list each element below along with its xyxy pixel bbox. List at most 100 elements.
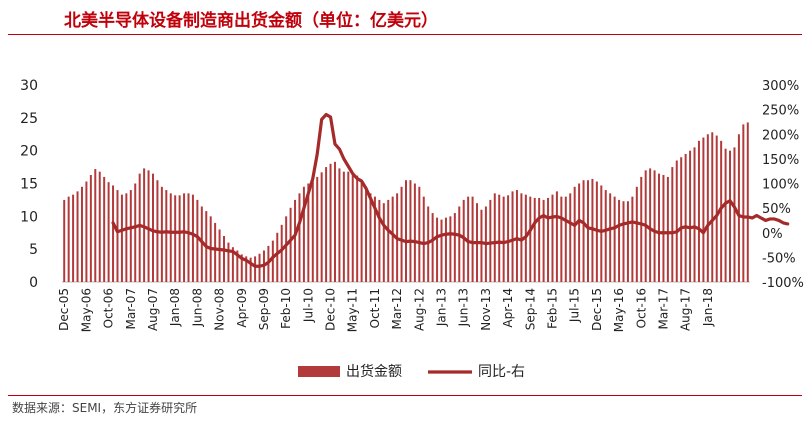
bar-shipment — [333, 161, 336, 282]
bar-shipment — [622, 201, 625, 282]
x-tick-label: Jun-13 — [457, 288, 471, 327]
bar-shipment — [413, 183, 416, 282]
bar-shipment — [489, 199, 492, 282]
bar-shipment — [369, 193, 372, 282]
x-tick-label: Jan-18 — [701, 288, 715, 327]
y-right-tick-label: 50% — [762, 202, 791, 217]
bar-shipment — [715, 135, 718, 282]
bar-shipment — [684, 153, 687, 282]
bar-shipment — [196, 199, 199, 282]
bar-shipment — [542, 199, 545, 282]
bar-shipment — [547, 197, 550, 282]
x-tick-label: Feb-15 — [546, 288, 560, 329]
y-left-tick-label: 10 — [20, 209, 38, 225]
bar-shipment — [351, 173, 354, 282]
bar-shipment — [169, 193, 172, 282]
bar-shipment — [85, 181, 88, 282]
y-right-tick-label: 250% — [762, 104, 799, 119]
x-tick-label: Jan-08 — [168, 288, 182, 327]
y-right-tick-label: 100% — [762, 178, 799, 193]
legend-label-bar: 出货金额 — [346, 363, 402, 380]
bar-shipment — [693, 147, 696, 282]
x-tick-label: Jun-08 — [190, 288, 204, 327]
bar-shipment — [671, 167, 674, 282]
bar-shipment — [294, 199, 297, 282]
bar-shipment — [356, 175, 359, 282]
x-tick-label: Dec-05 — [57, 288, 71, 331]
x-tick-label: Jul-15 — [568, 288, 582, 323]
bar-shipment — [67, 196, 70, 282]
y-left-tick-label: 20 — [20, 144, 38, 160]
bar-shipment — [63, 199, 66, 282]
bar-shipment — [316, 176, 319, 282]
bar-shipment — [427, 206, 430, 282]
bar-shipment — [658, 173, 661, 282]
x-tick-label: Aug-12 — [412, 288, 426, 331]
bar-shipment — [280, 224, 283, 282]
bar-shipment — [387, 199, 390, 282]
legend-layer: 出货金额 同比-右 — [298, 363, 525, 380]
bar-shipment — [689, 150, 692, 282]
bar-shipment — [338, 168, 341, 282]
bar-shipment — [218, 229, 221, 282]
x-tick-label: Apr-14 — [501, 288, 515, 328]
bar-shipment — [276, 232, 279, 282]
x-tick-label: Nov-08 — [213, 288, 227, 331]
bar-shipment — [729, 150, 732, 282]
bar-shipment — [89, 174, 92, 282]
bar-shipment — [600, 185, 603, 282]
bar-shipment — [529, 196, 532, 282]
bar-shipment — [520, 193, 523, 282]
bar-shipment — [285, 216, 288, 282]
bar-shipment — [98, 171, 101, 282]
bar-shipment — [431, 213, 434, 282]
x-tick-label: May-11 — [346, 288, 360, 332]
bar-shipment — [151, 173, 154, 282]
y-left-tick-label: 30 — [20, 78, 38, 94]
bar-shipment — [449, 216, 452, 282]
x-tick-label: Aug-17 — [679, 288, 693, 331]
bar-shipment — [538, 197, 541, 282]
bar-shipment — [129, 190, 132, 282]
x-tick-label: Mar-12 — [390, 288, 404, 329]
bar-shipment — [187, 193, 190, 282]
bar-shipment — [329, 163, 332, 282]
bar-shipment — [467, 196, 470, 282]
bar-shipment — [134, 183, 137, 282]
legend-swatch-bar — [298, 366, 340, 377]
bar-shipment — [471, 196, 474, 282]
x-tick-label: Oct-06 — [102, 288, 116, 328]
bar-shipment — [533, 197, 536, 282]
x-tick-label: Sep-14 — [523, 288, 537, 330]
bar-shipment — [720, 140, 723, 282]
bar-shipment — [733, 147, 736, 282]
chart-area: 0 5 10 15 20 25 30 -100% -50% 0% 50% 100% 150% 200% 25… — [20, 78, 804, 380]
y-left-tick-label: 5 — [29, 242, 38, 258]
bar-shipment — [120, 194, 123, 282]
bar-shipment — [76, 191, 79, 282]
bar-shipment — [298, 193, 301, 282]
y-right-tick-label: -100% — [762, 276, 804, 291]
bar-shipment — [271, 240, 274, 282]
chart-title: 北美半导体设备制造商出货金额（单位：亿美元） — [64, 11, 438, 31]
bar-shipment — [666, 176, 669, 282]
bar-shipment — [400, 186, 403, 282]
bar-shipment — [746, 122, 749, 283]
bar-shipment — [564, 196, 567, 282]
bar-shipment — [724, 148, 727, 282]
bar-shipment — [174, 195, 177, 282]
bar-shipment — [551, 194, 554, 282]
bar-shipment — [80, 186, 83, 282]
bar-shipment — [378, 199, 381, 282]
bar-shipment — [737, 134, 740, 282]
bar-shipment — [640, 176, 643, 282]
bar-shipment — [422, 196, 425, 282]
bar-shipment — [498, 194, 501, 282]
bar-shipment — [320, 172, 323, 282]
bar-shipment — [418, 186, 421, 282]
bar-shipment — [112, 185, 115, 282]
bar-shipment — [147, 170, 150, 282]
bar-shipment — [107, 182, 110, 282]
x-tick-label: Oct-11 — [368, 288, 382, 328]
bar-shipment — [200, 206, 203, 282]
